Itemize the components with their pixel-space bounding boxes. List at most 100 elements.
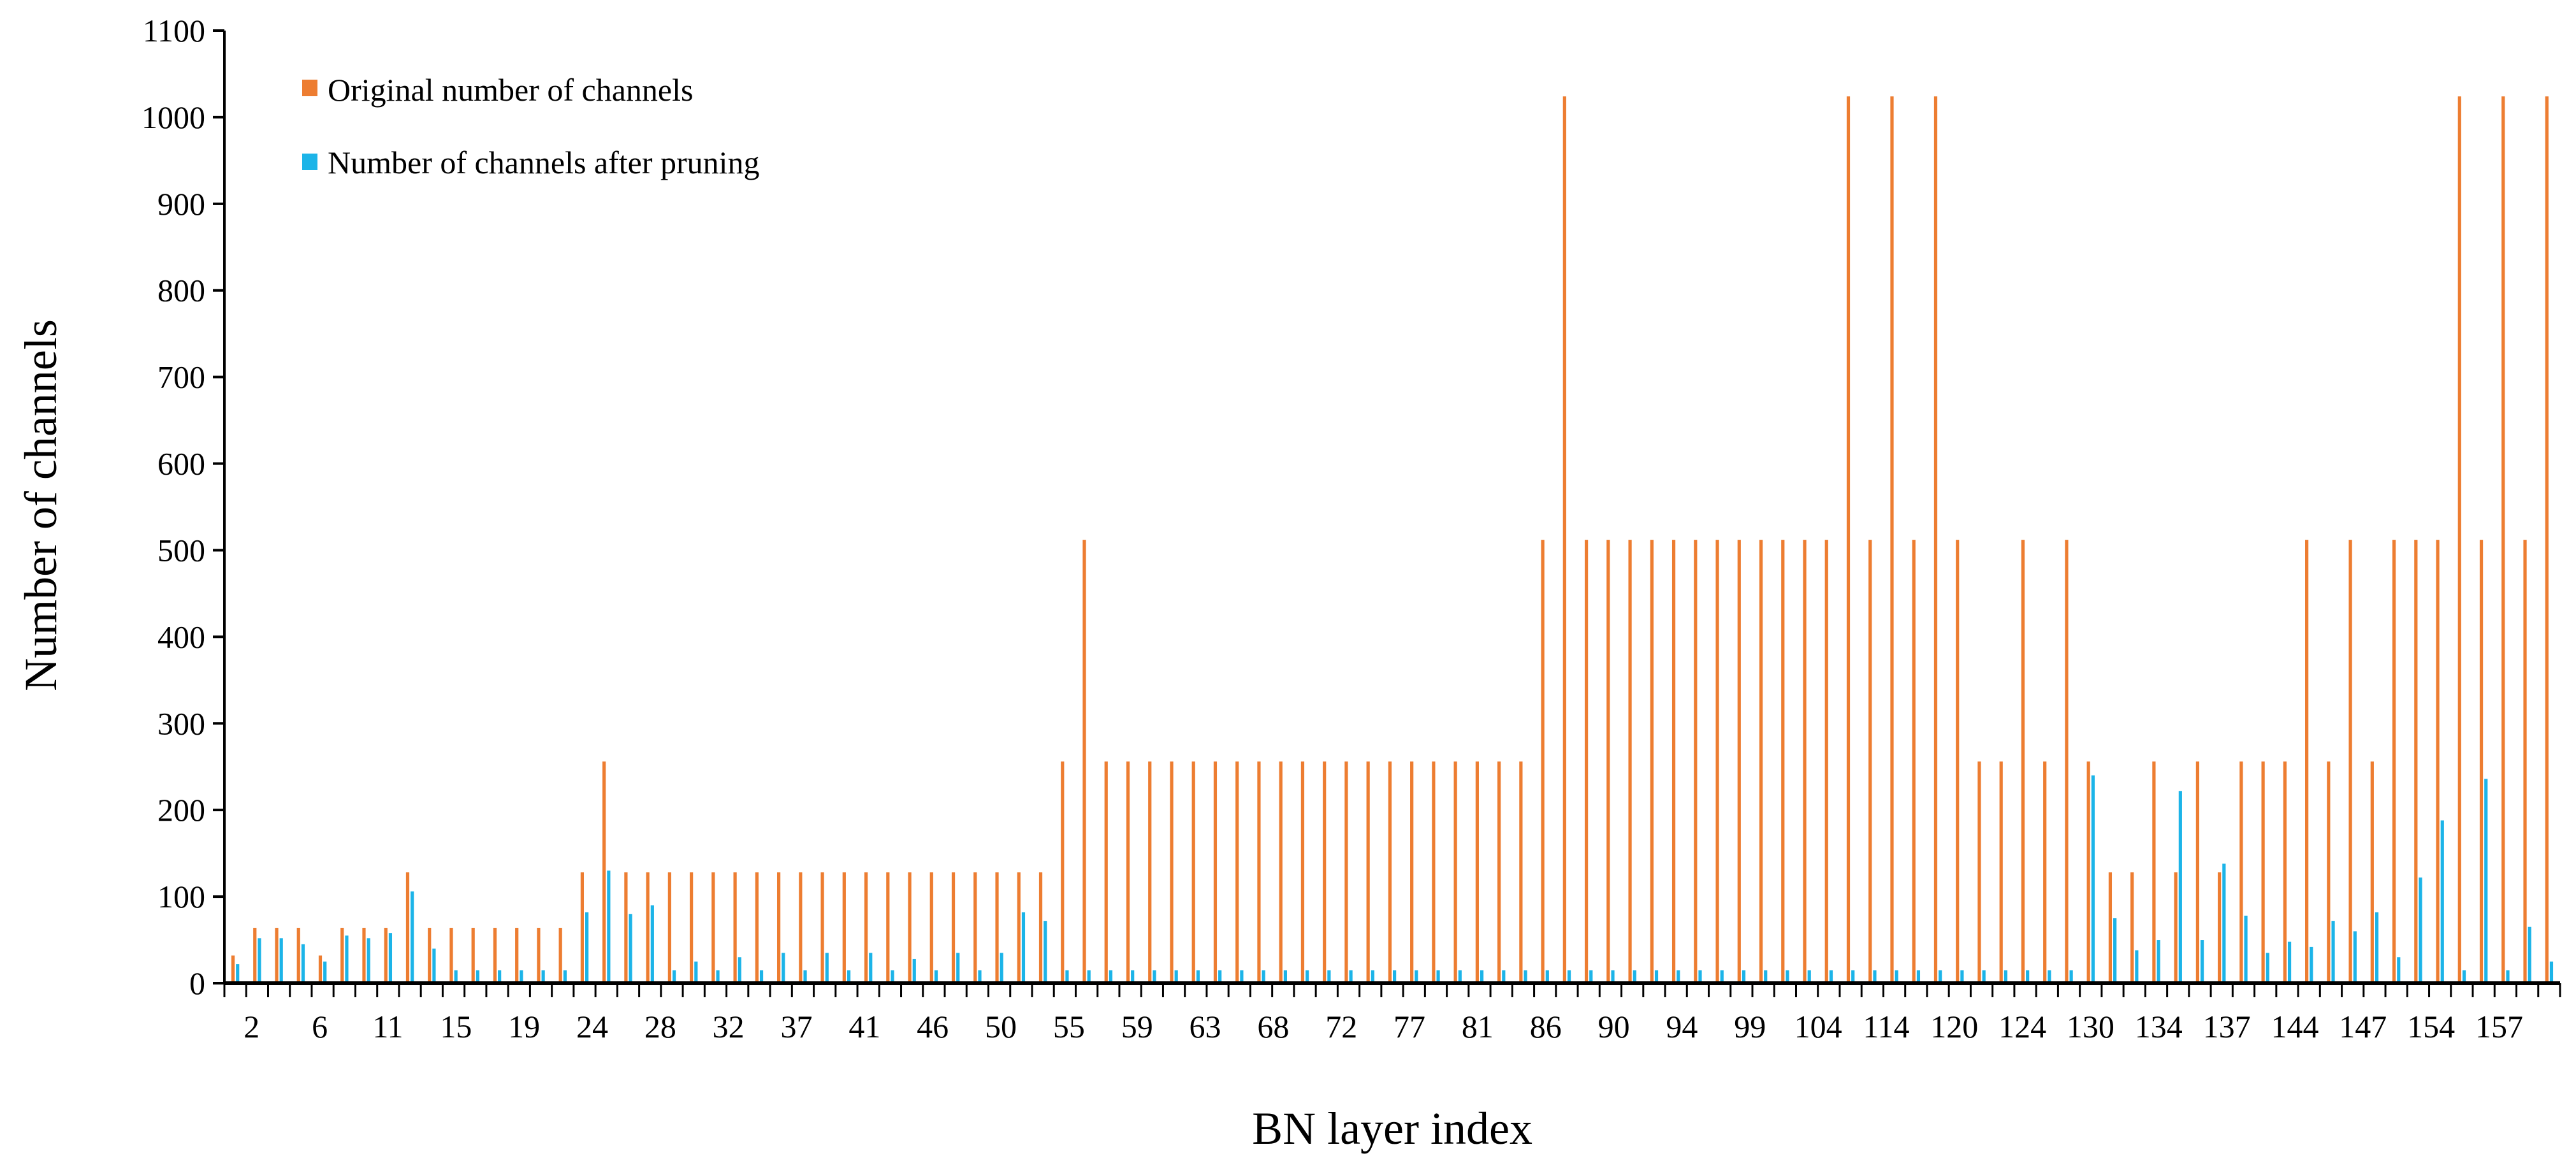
- bar-pruned: [2419, 877, 2422, 983]
- bars-layer: [231, 96, 2554, 984]
- bar-original: [1104, 761, 1108, 983]
- bar-pruned: [1240, 970, 1244, 983]
- bar-pruned: [1611, 970, 1615, 983]
- bar-pruned: [2048, 970, 2051, 983]
- bar-original: [1148, 761, 1152, 983]
- bar-pruned: [2200, 940, 2204, 983]
- bar-pruned: [1567, 970, 1571, 983]
- bar-original: [2239, 761, 2243, 983]
- axes-layer: [223, 31, 2560, 985]
- bar-pruned: [563, 970, 567, 983]
- y-tick-label: 1100: [143, 13, 205, 48]
- x-tick-label: 99: [1734, 1009, 1766, 1044]
- bar-pruned: [2375, 912, 2379, 983]
- x-tick-label: 114: [1863, 1009, 1909, 1044]
- bar-original: [493, 928, 497, 983]
- bar-pruned: [1524, 970, 1527, 983]
- bar-pruned: [956, 953, 960, 983]
- x-tick-label: 90: [1598, 1009, 1630, 1044]
- bar-original: [1323, 761, 1327, 983]
- bar-pruned: [1633, 970, 1636, 983]
- x-tick-label: 157: [2475, 1009, 2523, 1044]
- bar-pruned: [1851, 970, 1855, 983]
- bar-original: [2305, 540, 2309, 983]
- bar-pruned: [978, 970, 982, 983]
- y-tick-label: 200: [157, 792, 205, 828]
- bar-pruned: [2004, 970, 2008, 983]
- bar-original: [776, 872, 781, 983]
- bar-pruned: [498, 970, 502, 983]
- x-tick-label: 41: [848, 1009, 880, 1044]
- x-axis-ticks: 2 6 11 15 19 24 28 32 37 41 46 50 55 59 63 68 72 77 81 86 90…: [223, 983, 2561, 1044]
- x-tick-label: 50: [985, 1009, 1017, 1044]
- x-tick-label: 46: [917, 1009, 949, 1044]
- bar-pruned: [1415, 970, 1418, 983]
- bar-original: [2065, 540, 2069, 983]
- bar-pruned: [1895, 970, 1898, 983]
- bar-original: [384, 928, 388, 983]
- x-tick-label: 19: [508, 1009, 540, 1044]
- bar-pruned: [1218, 970, 1222, 983]
- bar-original: [1781, 540, 1785, 983]
- legend-label-pruned: Number of channels after pruning: [328, 145, 760, 180]
- bar-pruned: [1742, 970, 1746, 983]
- bar-original: [2414, 540, 2418, 983]
- bar-original: [2479, 540, 2484, 983]
- bar-pruned: [476, 970, 479, 983]
- bar-pruned: [1153, 970, 1156, 983]
- bar-pruned: [869, 953, 873, 983]
- bar-pruned: [1786, 970, 1789, 983]
- bar-pruned: [759, 970, 764, 983]
- bar-pruned: [585, 912, 589, 983]
- bar-original: [1235, 761, 1239, 983]
- bar-pruned: [2287, 941, 2292, 983]
- bar-pruned: [1436, 970, 1440, 983]
- y-tick-label: 800: [157, 273, 205, 308]
- bar-pruned: [1306, 970, 1309, 983]
- bar-original: [2327, 761, 2331, 983]
- bar-pruned: [738, 957, 741, 983]
- x-tick-label: 134: [2135, 1009, 2183, 1044]
- bar-pruned: [1021, 912, 1026, 983]
- bar-original: [1890, 96, 1894, 984]
- bar-pruned: [1939, 970, 1942, 983]
- bar-pruned: [388, 933, 393, 983]
- bar-pruned: [279, 938, 283, 983]
- bar-original: [1519, 761, 1523, 983]
- x-tick-label: 28: [644, 1009, 676, 1044]
- bar-original: [253, 928, 257, 983]
- bar-pruned: [520, 970, 523, 983]
- bar-pruned: [2353, 931, 2357, 983]
- bar-pruned: [432, 948, 436, 983]
- x-tick-label: 144: [2271, 1009, 2318, 1044]
- bar-pruned: [1982, 970, 1986, 983]
- bar-original: [1868, 540, 1872, 983]
- x-tick-label: 11: [372, 1009, 403, 1044]
- bar-pruned: [236, 964, 240, 983]
- bar-pruned: [2310, 946, 2313, 983]
- bar-pruned: [1677, 970, 1680, 983]
- y-axis-ticks: 0 100 200 300 400 500 600 700 800 900 1000 1100: [142, 13, 224, 1001]
- x-tick-label: 124: [1998, 1009, 2046, 1044]
- bar-pruned: [2244, 915, 2248, 983]
- bar-pruned: [912, 958, 916, 983]
- x-tick-label: 120: [1930, 1009, 1978, 1044]
- bar-original: [1715, 540, 1719, 983]
- bar-pruned: [411, 891, 414, 983]
- bar-pruned: [1349, 970, 1353, 983]
- bar-original: [1628, 540, 1632, 983]
- bar-pruned: [629, 914, 632, 983]
- bar-original: [1541, 540, 1545, 983]
- bar-original: [1366, 761, 1370, 983]
- bar-original: [1846, 96, 1851, 984]
- bar-pruned: [367, 938, 370, 983]
- bar-pruned: [2135, 950, 2139, 983]
- bar-original: [1453, 761, 1457, 983]
- bar-pruned: [847, 970, 851, 983]
- bar-pruned: [2222, 863, 2226, 983]
- bar-pruned: [1545, 970, 1549, 983]
- legend-swatch-original: [302, 80, 317, 96]
- bar-original: [1388, 761, 1392, 983]
- bar-original: [602, 761, 606, 983]
- bar-pruned: [1262, 970, 1265, 983]
